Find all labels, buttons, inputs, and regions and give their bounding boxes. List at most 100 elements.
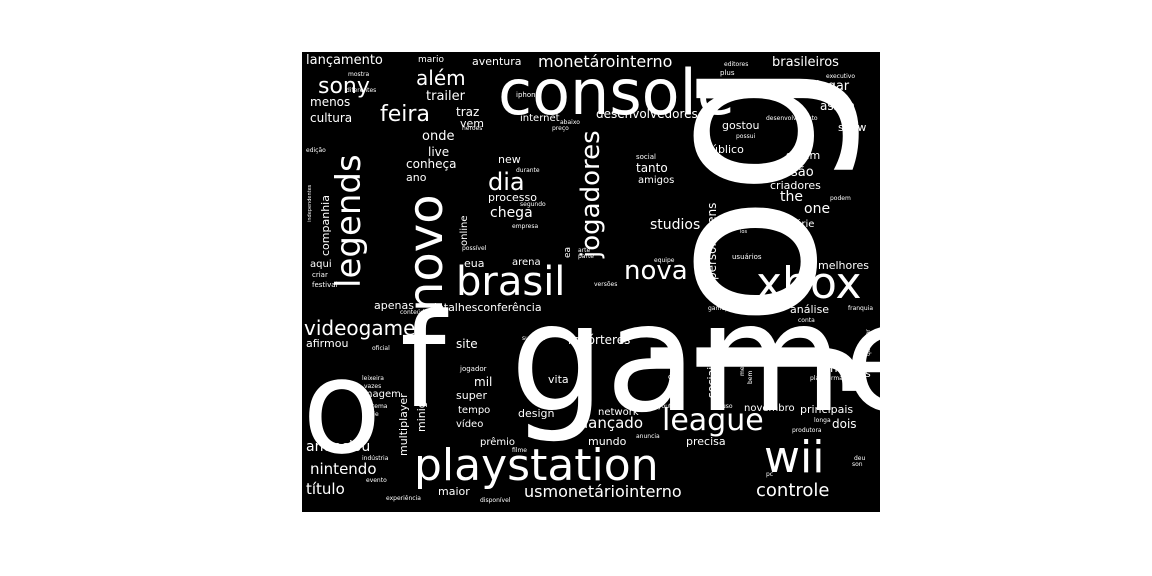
word-feira: feira xyxy=(380,102,430,127)
word-anuncia: anuncia xyxy=(636,433,660,440)
word-horas: horas xyxy=(830,361,864,375)
word-xbox: xbox xyxy=(756,258,862,309)
word-analise: análise xyxy=(790,303,830,316)
word-vita: vita xyxy=(548,373,569,386)
word-steam: steam xyxy=(786,149,821,162)
word-publico: público xyxy=(704,143,744,156)
word-wii: wii xyxy=(764,432,825,483)
word-tv: tv xyxy=(671,386,685,398)
word-mostra: mostra xyxy=(348,71,370,78)
word-tanto: tanto xyxy=(636,161,668,175)
word-league: league xyxy=(662,403,764,438)
word-titulo: título xyxy=(306,480,345,498)
word-qualquer: qualquer xyxy=(865,329,872,356)
word-mundo: mundo xyxy=(588,435,627,448)
word-abaixo: abaixo xyxy=(560,119,580,126)
word-criar: criar xyxy=(312,271,328,279)
word-assim: assim xyxy=(820,99,855,113)
word-reporteres: repórteres xyxy=(568,333,631,347)
word-studios: studios xyxy=(650,217,701,233)
word-arte: arte xyxy=(578,247,591,254)
word-controle: controle xyxy=(756,480,830,501)
word-new: new xyxy=(498,153,521,166)
word-novo: novo xyxy=(398,194,454,312)
word-criadores: criadores xyxy=(770,179,821,192)
word-conta: conta xyxy=(798,317,815,324)
word-oficial: oficial xyxy=(372,345,390,352)
word-heroes: heroes xyxy=(462,125,483,132)
word-videogame: videogame xyxy=(304,316,416,340)
word-durante: durante xyxy=(516,167,540,174)
word-personagens: personagens xyxy=(705,202,719,280)
word-possui: possui xyxy=(736,133,756,140)
word-plus: plus xyxy=(720,69,735,77)
word-independentes: independentes xyxy=(307,184,313,222)
word-lancado: lançado xyxy=(584,414,644,432)
word-bem: bem xyxy=(747,370,754,384)
word-dia: dia xyxy=(488,168,525,196)
word-mario: mario xyxy=(418,55,444,65)
word-ds: ds xyxy=(858,367,871,380)
word-festival: festival xyxy=(312,281,338,289)
word-evento: evento xyxy=(366,477,387,484)
word-segundo: segundo xyxy=(520,201,546,208)
word-companhia: companhia xyxy=(319,195,332,256)
word-youtube: youtube xyxy=(658,403,683,410)
word-online: online xyxy=(459,215,470,246)
word-empresa: empresa xyxy=(512,223,539,230)
word-o: o xyxy=(302,331,382,483)
word-versoes: versões xyxy=(594,281,618,288)
word-arena: arena xyxy=(512,257,541,268)
word-ios: ios xyxy=(740,229,748,235)
word-multiplayer: multiplayer xyxy=(397,393,410,456)
word-game: game xyxy=(510,272,880,446)
word-aqui: aqui xyxy=(310,259,332,270)
word-dois: dois xyxy=(832,417,857,431)
word-sistema: sistema xyxy=(364,403,388,410)
word-ea: ea xyxy=(563,246,573,258)
word-indie: indie xyxy=(364,411,379,418)
word-super: super xyxy=(456,389,487,402)
word-processo: processo xyxy=(488,191,538,204)
word-sony: sony xyxy=(318,74,370,99)
word-longa: longa xyxy=(814,417,831,424)
word-editores: editores xyxy=(724,61,749,68)
word-gostou: gostou xyxy=(722,119,760,132)
word-monetario: monetárointerno xyxy=(538,52,673,71)
word-nova: nova xyxy=(624,256,688,286)
word-mercado: mercado xyxy=(739,349,746,376)
word-onde: onde xyxy=(422,129,455,144)
word-legends: legends xyxy=(329,154,369,288)
word-industria: indústria xyxy=(362,455,389,462)
word-precisa: precisa xyxy=(686,435,726,448)
word-social: social xyxy=(636,153,656,161)
word-uso: uso xyxy=(722,403,733,410)
word-novembro: novembro xyxy=(744,403,795,414)
word-live: live xyxy=(428,145,450,159)
word-filme: filme xyxy=(512,447,527,454)
word-minigames: minigames xyxy=(415,371,428,432)
word-eua: eua xyxy=(464,257,485,270)
word-equipe: equipe xyxy=(654,257,675,264)
word-possivel: possível xyxy=(462,245,487,252)
word-show: show xyxy=(838,121,867,134)
word-leixeira: leixeira xyxy=(362,375,384,382)
word-detalhes: detalhesconferência xyxy=(430,301,542,314)
word-alem: além xyxy=(416,66,466,90)
word-usmonetario: usmonetáriointerno xyxy=(524,482,682,501)
word-disponivel: disponível xyxy=(480,497,511,504)
word-edicao: edição xyxy=(306,147,326,154)
word-conteudo: conteúdo xyxy=(400,309,429,316)
word-lancamento: lançamento xyxy=(306,53,383,68)
word-in: in xyxy=(646,97,652,104)
word-maior: maior xyxy=(438,485,470,498)
word-versao: versão xyxy=(770,165,814,180)
word-city: city xyxy=(668,373,681,381)
word-playstation: playstation xyxy=(414,440,659,491)
word-ano: ano xyxy=(406,171,427,184)
word-diferentes: diferentes xyxy=(346,87,377,94)
word-imagem: imagem xyxy=(360,389,401,400)
word-iphone: iphone xyxy=(516,91,540,99)
word-jogadores: jogadores xyxy=(576,130,606,258)
word-desenvolvedores: desenvolvedores xyxy=(596,107,698,121)
